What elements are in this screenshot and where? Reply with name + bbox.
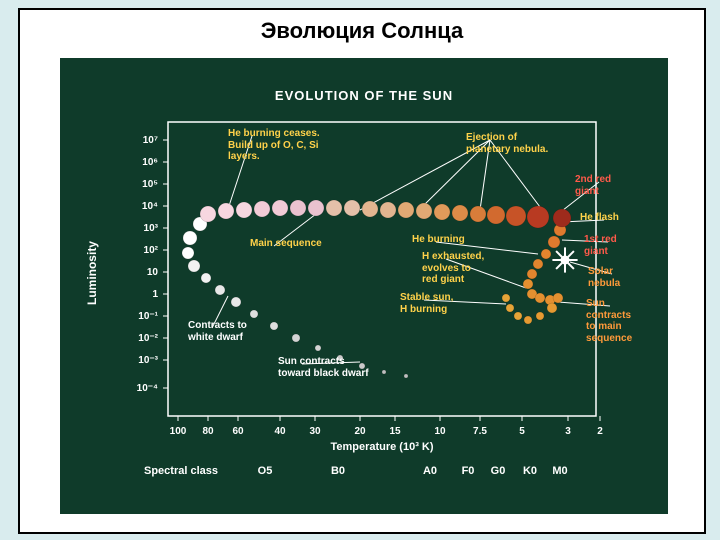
svg-text:10⁻⁴: 10⁻⁴	[137, 383, 158, 394]
svg-text:40: 40	[274, 426, 286, 437]
svg-text:Temperature (10³ K): Temperature (10³ K)	[330, 441, 433, 453]
svg-text:10⁻³: 10⁻³	[138, 355, 158, 366]
annotation-ejection: Ejection of planetary nebula.	[466, 132, 548, 155]
svg-text:80: 80	[202, 426, 214, 437]
svg-text:G0: G0	[491, 465, 506, 477]
svg-text:5: 5	[519, 426, 525, 437]
svg-text:100: 100	[170, 426, 187, 437]
svg-text:3: 3	[565, 426, 571, 437]
svg-text:20: 20	[354, 426, 366, 437]
annotation-he_ceases: He burning ceases. Build up of O, C, Si …	[228, 128, 320, 163]
svg-text:1: 1	[152, 289, 158, 300]
annotation-2nd_red: 2nd red giant	[575, 174, 611, 197]
svg-text:15: 15	[389, 426, 401, 437]
svg-text:K0: K0	[523, 465, 537, 477]
annotation-1st_red: 1st red giant	[584, 234, 617, 257]
annotation-contracts_wd: Contracts to white dwarf	[188, 320, 247, 343]
svg-text:2: 2	[597, 426, 603, 437]
svg-text:10⁶: 10⁶	[142, 157, 158, 168]
svg-text:10⁴: 10⁴	[142, 201, 158, 212]
annotation-stable_sun: Stable sun, H burning	[400, 292, 453, 315]
svg-text:7.5: 7.5	[473, 426, 487, 437]
svg-text:EVOLUTION OF THE SUN: EVOLUTION OF THE SUN	[275, 88, 453, 103]
chart-area: EVOLUTION OF THE SUN 10⁷ 10⁶ 10⁵ 10⁴ 10³ 10² 10…	[60, 58, 668, 514]
outer-card: Эволюция Солнца EVOLUTION OF THE SUN 10⁷ 1…	[18, 8, 706, 534]
svg-text:A0: A0	[423, 465, 437, 477]
svg-text:10⁵: 10⁵	[142, 179, 158, 190]
annotation-black_dwarf: Sun contracts toward black dwarf	[278, 356, 369, 379]
svg-text:10⁻¹: 10⁻¹	[138, 311, 158, 322]
svg-text:10²: 10²	[144, 245, 159, 256]
svg-text:F0: F0	[462, 465, 475, 477]
svg-text:Luminosity: Luminosity	[85, 241, 99, 305]
svg-text:30: 30	[309, 426, 321, 437]
svg-text:10: 10	[147, 267, 159, 278]
svg-text:10: 10	[434, 426, 446, 437]
annotation-he_flash: He flash	[580, 212, 619, 224]
svg-text:10⁻²: 10⁻²	[138, 333, 158, 344]
page-title-ru: Эволюция Солнца	[20, 18, 704, 44]
annotation-sun_contracts: Sun contracts to main sequence	[586, 298, 632, 344]
svg-text:10³: 10³	[144, 223, 159, 234]
svg-text:O5: O5	[258, 465, 273, 477]
svg-text:B0: B0	[331, 465, 345, 477]
annotation-h_exhausted: H exhausted, evolves to red giant	[422, 251, 484, 286]
annotation-solar_neb: Solar nebula	[588, 266, 620, 289]
svg-text:M0: M0	[552, 465, 567, 477]
annotation-he_burning: He burning	[412, 234, 465, 246]
svg-text:60: 60	[232, 426, 244, 437]
chart-svg: EVOLUTION OF THE SUN 10⁷ 10⁶ 10⁵ 10⁴ 10³ 10² 10…	[60, 58, 668, 514]
svg-text:10⁷: 10⁷	[143, 135, 158, 146]
svg-text:Spectral class: Spectral class	[144, 465, 218, 477]
annotation-main_seq: Main sequence	[250, 238, 322, 250]
